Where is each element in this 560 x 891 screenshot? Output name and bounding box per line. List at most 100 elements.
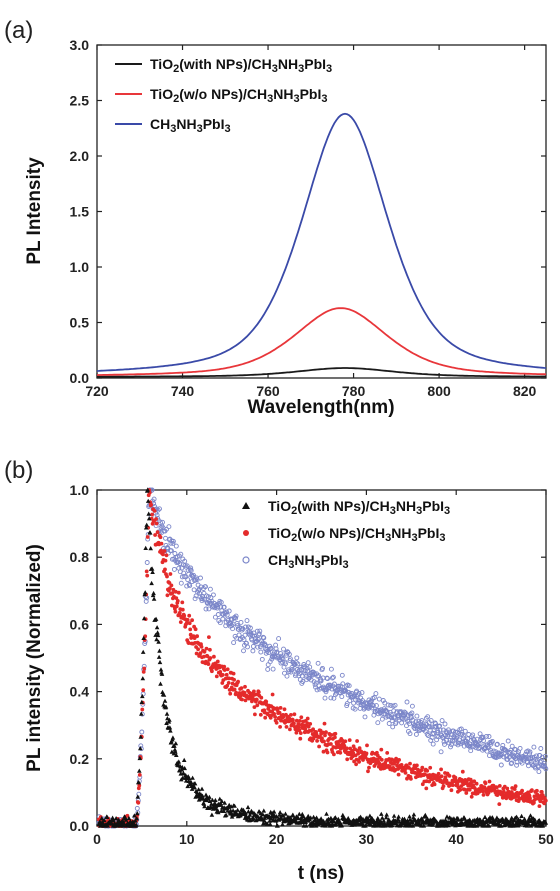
panel-b-ylabel: PL intensity (Normalized)	[24, 544, 45, 772]
panel-b: (b) 0 10 20 30 40 50 0.0 0.2 0.4 0.6 0.8 1.0 TiO2(w…	[4, 457, 554, 884]
b-point-2	[154, 512, 160, 518]
b-point-2	[409, 710, 415, 716]
b-point-0	[328, 815, 334, 820]
b-point-0	[181, 771, 186, 776]
b-point-2	[405, 713, 411, 718]
b-point-0	[140, 693, 145, 699]
b-point-2	[241, 648, 246, 654]
b-point-0	[333, 815, 338, 820]
b-point-1	[159, 548, 163, 553]
b-point-1	[226, 681, 231, 685]
b-point-0	[290, 812, 296, 817]
b-point-0	[274, 814, 279, 819]
b-point-1	[168, 586, 172, 591]
b-point-1	[145, 573, 150, 578]
b-point-2	[479, 735, 485, 741]
b-point-2	[340, 681, 346, 687]
b-point-0	[151, 596, 157, 601]
b-point-1	[184, 621, 189, 626]
b-point-2	[173, 543, 179, 549]
b-point-2	[379, 716, 385, 722]
b-point-1	[187, 621, 192, 626]
b-point-1	[159, 541, 164, 546]
b-point-2	[403, 710, 408, 716]
b-point-1	[190, 618, 195, 623]
b-point-0	[167, 717, 172, 722]
b-point-2	[210, 592, 216, 598]
b-point-0	[410, 823, 416, 828]
b-point-1	[252, 689, 256, 694]
b-point-1	[505, 786, 510, 791]
b-point-1	[332, 752, 336, 757]
b-point-1	[141, 670, 146, 674]
b-point-0	[490, 815, 495, 820]
b-point-1	[152, 509, 157, 513]
b-point-1	[299, 715, 304, 720]
b-point-0	[391, 813, 397, 818]
panel-b-label: (b)	[4, 457, 33, 484]
b-point-0	[504, 817, 510, 822]
b-point-2	[202, 596, 207, 602]
b-point-1	[220, 673, 225, 677]
b-point-0	[155, 632, 161, 638]
b-point-1	[325, 750, 330, 755]
b-point-2	[250, 648, 256, 654]
b-point-2	[381, 706, 387, 712]
b-point-2	[462, 728, 468, 734]
b-point-2	[328, 695, 334, 701]
b-point-1	[444, 778, 449, 783]
b-point-2	[134, 805, 140, 811]
b-point-2	[386, 721, 392, 726]
b-point-0	[279, 815, 284, 821]
b-point-0	[168, 728, 173, 733]
b-point-2	[305, 668, 311, 674]
b-point-1	[377, 761, 382, 766]
b-point-0	[231, 812, 237, 817]
b-point-1	[225, 683, 230, 688]
b-point-2	[509, 743, 515, 749]
b-point-1	[176, 590, 181, 595]
b-point-1	[379, 757, 384, 762]
b-point-0	[532, 817, 538, 822]
b-point-0	[337, 818, 342, 823]
b-point-1	[140, 707, 145, 712]
b-point-0	[232, 803, 237, 808]
b-point-2	[289, 666, 295, 672]
b-point-1	[282, 707, 287, 712]
panel-a-xlabel: Wavelength(nm)	[247, 397, 394, 418]
b-point-0	[150, 569, 155, 574]
b-point-2	[476, 746, 482, 752]
b-point-1	[212, 654, 216, 659]
b-point-1	[351, 751, 356, 755]
b-point-1	[532, 800, 536, 805]
b-point-0	[207, 798, 213, 803]
b-point-1	[125, 813, 130, 818]
b-point-2	[238, 619, 244, 625]
b-point-2	[392, 702, 398, 708]
b-point-2	[257, 628, 263, 634]
b-point-2	[433, 723, 439, 729]
a-legend-label-0: TiO2(with NPs)/CH3NH3PbI3	[150, 56, 332, 75]
b-point-1	[137, 773, 142, 777]
b-point-0	[522, 816, 527, 821]
b-point-2	[458, 726, 464, 732]
b-point-2	[399, 720, 405, 726]
b-point-1	[177, 610, 182, 615]
b-point-0	[277, 810, 283, 815]
panel-b-xlabel: t (ns)	[298, 863, 344, 884]
b-point-0	[105, 823, 110, 828]
b-point-1	[354, 762, 358, 767]
b-point-1	[396, 772, 401, 777]
b-point-2	[252, 636, 258, 641]
b-point-1	[333, 735, 337, 740]
b-point-0	[137, 755, 143, 761]
b-point-0	[182, 765, 187, 771]
b-point-0	[264, 821, 270, 826]
b-point-0	[146, 516, 152, 521]
b-point-1	[222, 668, 227, 672]
b-point-0	[170, 735, 176, 740]
b-point-2	[380, 698, 386, 703]
b-point-0	[161, 692, 167, 697]
b-point-0	[444, 814, 450, 819]
b-point-0	[116, 818, 122, 823]
